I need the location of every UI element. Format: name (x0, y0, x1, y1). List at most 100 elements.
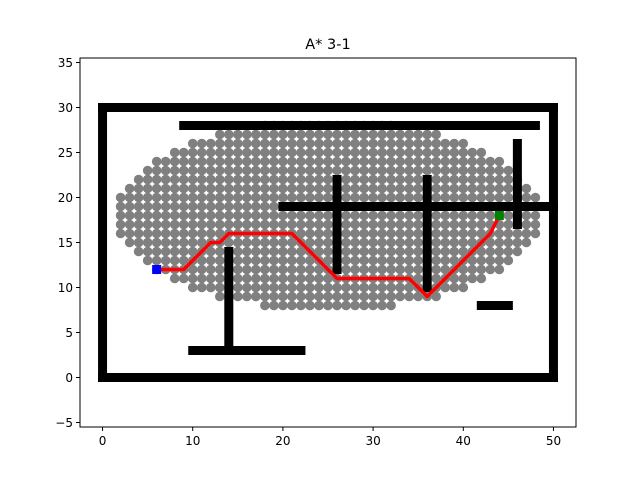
explored-node (476, 264, 487, 275)
explored-node (377, 291, 387, 302)
explored-node (350, 129, 360, 140)
explored-node (133, 228, 144, 239)
explored-node (368, 129, 378, 140)
explored-node (133, 192, 144, 203)
explored-node (224, 129, 234, 140)
explored-node (214, 255, 225, 266)
explored-node (449, 237, 460, 248)
explored-node (368, 183, 378, 194)
explored-node (251, 147, 261, 158)
obstacle-wall (548, 103, 558, 382)
explored-node (377, 174, 387, 185)
explored-node (314, 165, 324, 176)
explored-node (341, 174, 351, 185)
explored-node (278, 183, 288, 194)
explored-node (115, 219, 126, 230)
explored-node (205, 273, 216, 284)
explored-node (431, 174, 442, 185)
y-tick-label: 5 (65, 326, 73, 340)
explored-node (431, 183, 442, 194)
explored-node (269, 273, 279, 284)
explored-node (413, 237, 423, 248)
explored-node (224, 210, 234, 221)
explored-node (151, 156, 162, 167)
explored-node (485, 183, 496, 194)
explored-node (413, 273, 423, 284)
explored-node (476, 219, 487, 230)
explored-node (196, 210, 207, 221)
explored-node (196, 183, 207, 194)
explored-node (377, 219, 387, 230)
explored-node (314, 282, 324, 293)
explored-node (386, 228, 396, 239)
explored-node (341, 264, 351, 275)
explored-node (287, 210, 297, 221)
explored-node (287, 282, 297, 293)
explored-node (476, 228, 487, 239)
x-tick-label: 10 (185, 434, 200, 448)
explored-node (323, 138, 333, 149)
explored-node (413, 174, 423, 185)
explored-node (305, 255, 315, 266)
explored-node (314, 129, 324, 140)
explored-node (467, 273, 478, 284)
explored-node (269, 201, 279, 212)
explored-node (260, 138, 270, 149)
explored-node (431, 156, 442, 167)
explored-node (278, 282, 288, 293)
explored-node (314, 237, 324, 248)
explored-node (260, 201, 270, 212)
explored-node (368, 138, 378, 149)
explored-node (269, 210, 279, 221)
explored-node (368, 246, 378, 257)
explored-node (386, 129, 396, 140)
explored-node (278, 192, 288, 203)
explored-node (314, 183, 324, 194)
explored-node (368, 174, 378, 185)
explored-node (341, 246, 351, 257)
explored-node (377, 255, 387, 266)
explored-node (359, 255, 369, 266)
explored-node (404, 165, 414, 176)
explored-node (251, 282, 261, 293)
explored-node (341, 156, 351, 167)
explored-node (413, 246, 423, 257)
explored-node (476, 273, 487, 284)
explored-node (287, 264, 297, 275)
explored-node (196, 282, 207, 293)
explored-node (196, 147, 207, 158)
explored-node (214, 138, 225, 149)
explored-node (323, 147, 333, 158)
explored-node (503, 237, 514, 248)
explored-node (260, 282, 270, 293)
explored-node (205, 156, 216, 167)
explored-node (169, 192, 180, 203)
explored-node (242, 201, 252, 212)
explored-node (431, 237, 442, 248)
explored-node (341, 129, 351, 140)
explored-node (260, 264, 270, 275)
explored-node (278, 138, 288, 149)
explored-node (368, 282, 378, 293)
explored-node (458, 138, 469, 149)
explored-node (242, 255, 252, 266)
explored-node (494, 156, 505, 167)
explored-node (449, 282, 460, 293)
explored-node (359, 300, 369, 311)
explored-node (359, 138, 369, 149)
explored-node (323, 156, 333, 167)
explored-node (251, 174, 261, 185)
explored-node (214, 228, 225, 239)
explored-node (160, 165, 171, 176)
explored-node (368, 264, 378, 275)
explored-node (341, 192, 351, 203)
explored-node (160, 219, 171, 230)
explored-node (187, 210, 198, 221)
explored-node (530, 210, 541, 221)
explored-node (124, 210, 135, 221)
explored-node (377, 129, 387, 140)
explored-node (404, 129, 414, 140)
explored-node (205, 282, 216, 293)
explored-node (314, 246, 324, 257)
explored-node (205, 228, 216, 239)
